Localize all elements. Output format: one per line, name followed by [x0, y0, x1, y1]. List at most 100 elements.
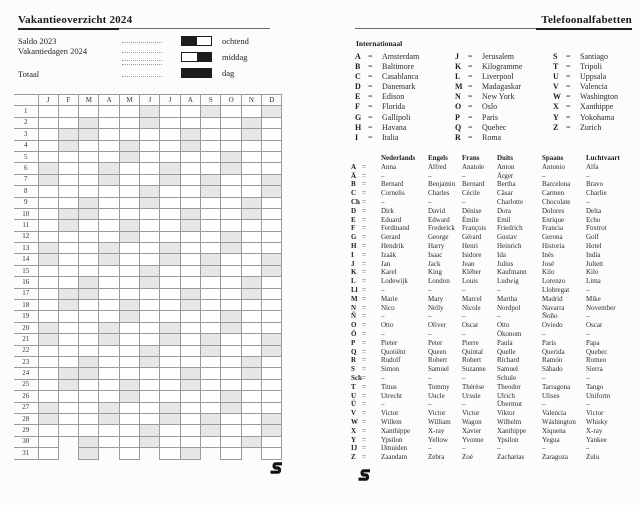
weekend-day-cell	[78, 447, 100, 460]
day-cell	[261, 355, 283, 369]
day-cell	[78, 321, 100, 335]
day-number: 31	[14, 447, 39, 460]
totaal-entry-line	[122, 76, 162, 77]
day-number: 23	[14, 355, 39, 369]
afternoon-half-filled	[196, 53, 211, 61]
alphabet-letter: Ch	[351, 197, 360, 206]
alphabet-cell: Martha	[497, 294, 518, 303]
alphabet-letter: Ö	[351, 329, 357, 338]
weekend-day-cell	[78, 276, 100, 289]
day-cell	[118, 321, 141, 335]
weekend-day-cell	[98, 333, 120, 346]
day-cell	[139, 173, 161, 187]
weekend-day-cell	[220, 321, 242, 335]
day-cell	[240, 219, 263, 232]
alphabet-cell: Gerona	[542, 233, 563, 242]
day-cell	[78, 412, 100, 426]
intl-city: Paris	[482, 112, 498, 122]
equals-sign: =	[368, 102, 373, 112]
intl-letter: T	[553, 62, 559, 72]
alphabet-cell: Oviedo	[542, 321, 563, 330]
phone-alphabet-table: Nederlands Engels Frans Duits Spaans Luchtvaa…	[351, 154, 632, 462]
equals-sign: =	[368, 112, 373, 122]
day-cell	[179, 230, 202, 244]
day-cell	[220, 196, 242, 209]
day-cell	[98, 128, 120, 141]
alphabet-cell: –	[462, 444, 466, 453]
alphabet-cell: William	[428, 417, 451, 426]
alphabet-cell: Cécile	[462, 189, 480, 198]
day-cell	[139, 139, 161, 152]
weekend-day-cell	[220, 390, 242, 403]
alphabet-cell: –	[428, 373, 432, 382]
weekend-day-cell	[118, 310, 141, 323]
intl-city: Jerusalem	[482, 52, 514, 61]
intl-letter: W	[553, 92, 561, 102]
equals-sign: =	[362, 444, 366, 453]
weekend-day-cell	[37, 333, 59, 346]
alphabet-cell: Dénise	[462, 206, 482, 215]
alphabet-cell: Ulrich	[497, 391, 515, 400]
weekend-day-cell	[220, 162, 242, 175]
weekend-day-cell	[240, 128, 263, 141]
day-cell	[179, 344, 202, 358]
alphabet-cell: Dolores	[542, 206, 565, 215]
day-cell	[98, 378, 120, 392]
day-cell	[78, 390, 100, 403]
alphabet-cell: Juliett	[586, 259, 604, 268]
day-cell	[139, 230, 161, 244]
day-cell	[220, 333, 242, 346]
weekend-day-cell	[78, 367, 100, 380]
day-cell	[57, 230, 80, 244]
day-cell	[57, 242, 80, 255]
day-cell	[57, 196, 80, 209]
weekend-day-cell	[78, 435, 100, 449]
day-cell	[118, 412, 141, 426]
day-cell	[261, 276, 283, 289]
alphabet-cell: Delta	[586, 206, 602, 215]
day-cell	[220, 173, 242, 187]
alphabet-cell: Samuel	[497, 365, 518, 374]
intl-city: Tripoli	[580, 62, 602, 72]
equals-sign: =	[468, 62, 473, 72]
alphabet-letter: P	[351, 338, 356, 347]
day-number: 10	[14, 207, 39, 221]
day-cell	[118, 207, 141, 221]
alphabet-cell: Bertha	[497, 180, 516, 189]
alphabet-cell: –	[542, 329, 546, 338]
day-cell	[118, 287, 141, 301]
equals-sign: =	[566, 62, 571, 72]
equals-sign: =	[368, 122, 373, 132]
day-cell	[200, 207, 222, 221]
day-cell	[220, 287, 242, 301]
weekend-day-cell	[98, 401, 120, 414]
day-cell	[159, 150, 181, 164]
equals-sign: =	[468, 132, 473, 142]
day-cell	[220, 424, 242, 437]
intl-city: Zurich	[580, 122, 602, 132]
weekend-day-cell	[261, 333, 283, 346]
alphabet-cell: Gerard	[381, 233, 401, 242]
weekend-day-cell	[139, 355, 161, 369]
alphabet-cell: Benjamin	[428, 180, 456, 189]
weekend-day-cell	[159, 321, 181, 335]
day-cell	[57, 173, 80, 187]
alphabet-cell: Ypsilon	[381, 435, 403, 444]
alphabet-cell: Echo	[586, 215, 601, 224]
alphabet-letter: G	[351, 233, 357, 242]
day-cell	[139, 412, 161, 426]
weekend-day-cell	[57, 207, 80, 221]
alphabet-cell: Gérard	[462, 233, 482, 242]
day-number: 28	[14, 412, 39, 426]
equals-sign: =	[362, 417, 366, 426]
left-title-underline	[18, 28, 119, 30]
equals-sign: =	[566, 52, 571, 61]
day-cell	[37, 435, 59, 449]
equals-sign: =	[468, 122, 473, 132]
equals-sign: =	[362, 162, 366, 171]
equals-sign: =	[362, 224, 366, 233]
day-cell	[261, 116, 283, 130]
day-cell	[57, 333, 80, 346]
day-number: 8	[14, 185, 39, 198]
month-header: O	[220, 93, 242, 107]
